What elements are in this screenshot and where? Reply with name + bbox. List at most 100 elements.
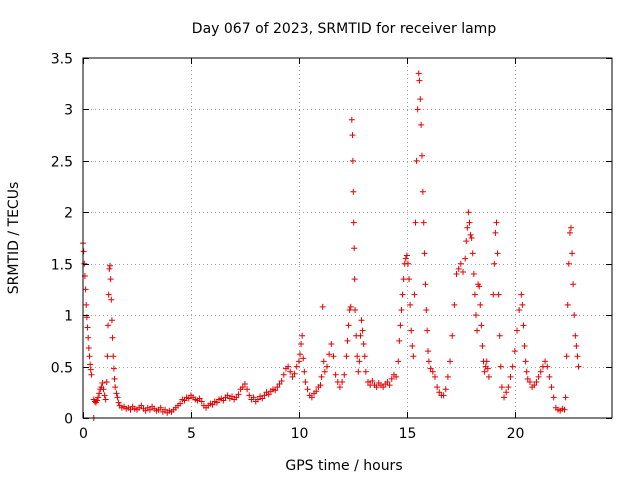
data-point <box>542 358 549 365</box>
data-point <box>95 394 102 401</box>
data-point <box>411 291 418 298</box>
data-point <box>280 371 287 378</box>
data-point <box>99 380 106 387</box>
data-point <box>561 406 568 413</box>
data-point <box>505 384 512 391</box>
data-point <box>349 132 356 139</box>
data-point <box>404 260 411 267</box>
data-point <box>330 353 337 360</box>
x-tick-label: 20 <box>507 426 525 442</box>
data-point <box>409 343 416 349</box>
data-point <box>185 395 192 402</box>
data-point <box>106 262 113 269</box>
data-point <box>110 353 117 360</box>
data-point <box>550 394 557 401</box>
data-point <box>360 340 367 347</box>
data-point <box>396 337 403 344</box>
data-point <box>429 368 436 375</box>
data-point <box>575 363 582 370</box>
data-point <box>453 271 460 277</box>
y-tick-label: 1 <box>64 309 73 325</box>
data-point <box>407 301 414 308</box>
data-point <box>108 296 115 303</box>
data-point <box>465 209 472 216</box>
data-point <box>101 392 108 399</box>
data-point <box>196 395 203 402</box>
data-point <box>365 379 372 385</box>
data-point <box>138 402 145 409</box>
data-point <box>472 312 479 319</box>
data-point <box>503 389 510 396</box>
data-point <box>548 384 555 391</box>
data-point <box>304 386 311 393</box>
data-point <box>276 381 283 388</box>
data-point <box>344 337 351 344</box>
data-point <box>478 322 485 329</box>
data-point <box>109 334 116 341</box>
data-point <box>348 116 355 123</box>
data-point <box>468 235 475 241</box>
data-point <box>289 373 296 380</box>
data-point <box>355 368 362 375</box>
data-point <box>113 390 120 397</box>
data-point <box>462 255 469 262</box>
x-axis-label: GPS time / hours <box>285 458 402 474</box>
data-point <box>485 373 492 380</box>
data-point <box>413 157 420 164</box>
data-point <box>318 373 325 380</box>
data-point <box>319 303 326 310</box>
data-point <box>497 363 504 370</box>
data-point <box>471 291 478 298</box>
y-tick-label: 3 <box>64 103 73 119</box>
data-point <box>96 390 103 397</box>
data-point <box>436 389 443 396</box>
data-point <box>157 404 164 411</box>
data-point <box>103 379 110 385</box>
data-point <box>567 224 574 231</box>
data-point <box>420 219 427 226</box>
data-point <box>80 248 87 255</box>
data-point <box>491 260 498 267</box>
data-point <box>563 353 570 360</box>
data-point <box>81 260 88 267</box>
data-point <box>463 238 470 245</box>
data-point <box>418 121 425 128</box>
data-point <box>350 219 357 226</box>
data-point <box>569 250 576 257</box>
data-point <box>566 229 573 236</box>
data-point <box>346 307 353 313</box>
data-point <box>244 386 251 393</box>
data-point <box>386 382 393 389</box>
data-point <box>511 348 518 355</box>
data-point <box>495 291 502 298</box>
data-point <box>444 373 451 380</box>
data-point <box>451 301 458 308</box>
y-tick-label: 1.5 <box>51 258 73 274</box>
data-point <box>565 260 572 267</box>
data-point <box>412 219 419 226</box>
data-point <box>509 363 516 370</box>
data-point <box>490 291 497 298</box>
data-point <box>82 286 89 293</box>
data-point <box>496 332 503 339</box>
data-point <box>85 334 92 341</box>
data-point <box>313 388 320 395</box>
data-point <box>107 276 114 283</box>
x-tick-label: 5 <box>187 426 196 442</box>
data-point <box>235 391 242 398</box>
data-point <box>535 373 542 380</box>
data-point <box>111 375 118 382</box>
data-point <box>464 224 471 231</box>
y-tick-label: 0.5 <box>51 361 73 377</box>
data-point <box>570 281 577 288</box>
y-tick-label: 2 <box>64 206 73 222</box>
data-point <box>400 276 407 283</box>
data-point <box>345 322 352 329</box>
data-point <box>361 353 368 360</box>
data-point <box>88 371 95 378</box>
data-point <box>544 363 551 370</box>
axes: 0 5 10 15 20 0 0.5 1 1.5 2 2.5 3 3.5 <box>51 52 612 442</box>
data-point <box>573 343 580 349</box>
data-point <box>100 386 107 393</box>
data-point <box>301 368 308 375</box>
